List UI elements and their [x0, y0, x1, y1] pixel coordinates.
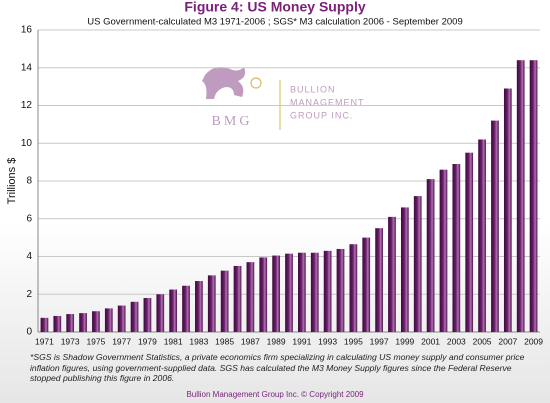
bar [156, 294, 165, 332]
bar [452, 164, 461, 332]
bar [246, 262, 255, 332]
bar [349, 244, 358, 332]
bar [298, 252, 306, 332]
bar [323, 250, 332, 332]
x-tick-label: 1993 [318, 336, 337, 346]
x-tick-label: 2003 [447, 336, 466, 346]
x-tick-label: 1991 [292, 336, 311, 346]
bar [40, 317, 49, 332]
y-tick-label: 6 [26, 213, 32, 224]
y-tick-label: 10 [21, 138, 33, 149]
x-tick-label: 1997 [370, 336, 389, 346]
x-tick-label: 2009 [524, 336, 543, 346]
x-tick-label: 1973 [61, 336, 80, 346]
chart-subtitle: US Government-calculated M3 1971-2006 ; … [87, 17, 462, 28]
bar [400, 207, 409, 332]
bar [117, 305, 126, 332]
bar [413, 196, 422, 332]
x-tick-label: 2007 [498, 336, 517, 346]
x-tick-label: 1989 [267, 336, 286, 346]
bar [104, 308, 113, 332]
y-tick-label: 16 [21, 25, 33, 36]
bar [182, 285, 190, 332]
bar [529, 60, 538, 332]
x-tick-label: 1975 [86, 336, 105, 346]
x-tick-label: 1979 [138, 336, 157, 346]
y-tick-label: 0 [26, 327, 32, 338]
bar [207, 275, 216, 332]
bar [79, 313, 87, 332]
logo-mark: BMG [212, 114, 253, 129]
y-tick-label: 2 [26, 289, 32, 300]
logo-ring [250, 77, 262, 89]
bar [375, 228, 383, 332]
bar [169, 289, 178, 332]
bar [516, 60, 525, 332]
x-tick-label: 1983 [189, 336, 208, 346]
chart-title: Figure 4: US Money Supply [184, 0, 365, 15]
bar [66, 314, 75, 332]
logo-line: GROUP INC. [290, 110, 353, 120]
bar [233, 265, 242, 332]
x-tick-label: 1971 [35, 336, 54, 346]
y-tick-label: 8 [26, 176, 32, 187]
bar [272, 255, 280, 332]
x-tick-label: 2005 [473, 336, 492, 346]
logo-line: MANAGEMENT [290, 97, 365, 107]
logo: BMG BULLION MANAGEMENT GROUP INC. [202, 67, 365, 130]
y-tick-label: 14 [21, 62, 33, 73]
bar [336, 248, 345, 332]
y-axis-label: Trillions $ [6, 158, 18, 205]
x-tick-label: 1985 [215, 336, 234, 346]
y-tick-label: 4 [26, 251, 32, 262]
bar [130, 301, 139, 332]
bar [465, 152, 474, 332]
y-tick-label: 12 [21, 100, 33, 111]
x-tick-label: 1999 [395, 336, 414, 346]
bar [310, 252, 319, 332]
bar [92, 311, 100, 332]
bar [491, 120, 499, 332]
bar [478, 139, 486, 332]
bar [220, 270, 229, 332]
bar [285, 253, 293, 332]
footnote: *SGS is Shadow Government Statistics, a … [30, 352, 525, 383]
bar [388, 216, 396, 332]
bar [53, 315, 62, 332]
x-tick-label: 1987 [241, 336, 260, 346]
logo-line: BULLION [290, 84, 336, 94]
bar [362, 237, 371, 332]
source: Bullion Management Group Inc. © Copyrigh… [186, 390, 364, 399]
bar [503, 88, 512, 332]
bar [143, 298, 152, 332]
x-tick-label: 2001 [421, 336, 440, 346]
bar [195, 281, 203, 332]
bar [439, 169, 448, 332]
bar [426, 179, 435, 332]
bar [259, 257, 268, 332]
x-tick-label: 1995 [344, 336, 363, 346]
x-tick-label: 1981 [164, 336, 183, 346]
x-tick-label: 1977 [112, 336, 131, 346]
logo-icon [202, 67, 246, 99]
